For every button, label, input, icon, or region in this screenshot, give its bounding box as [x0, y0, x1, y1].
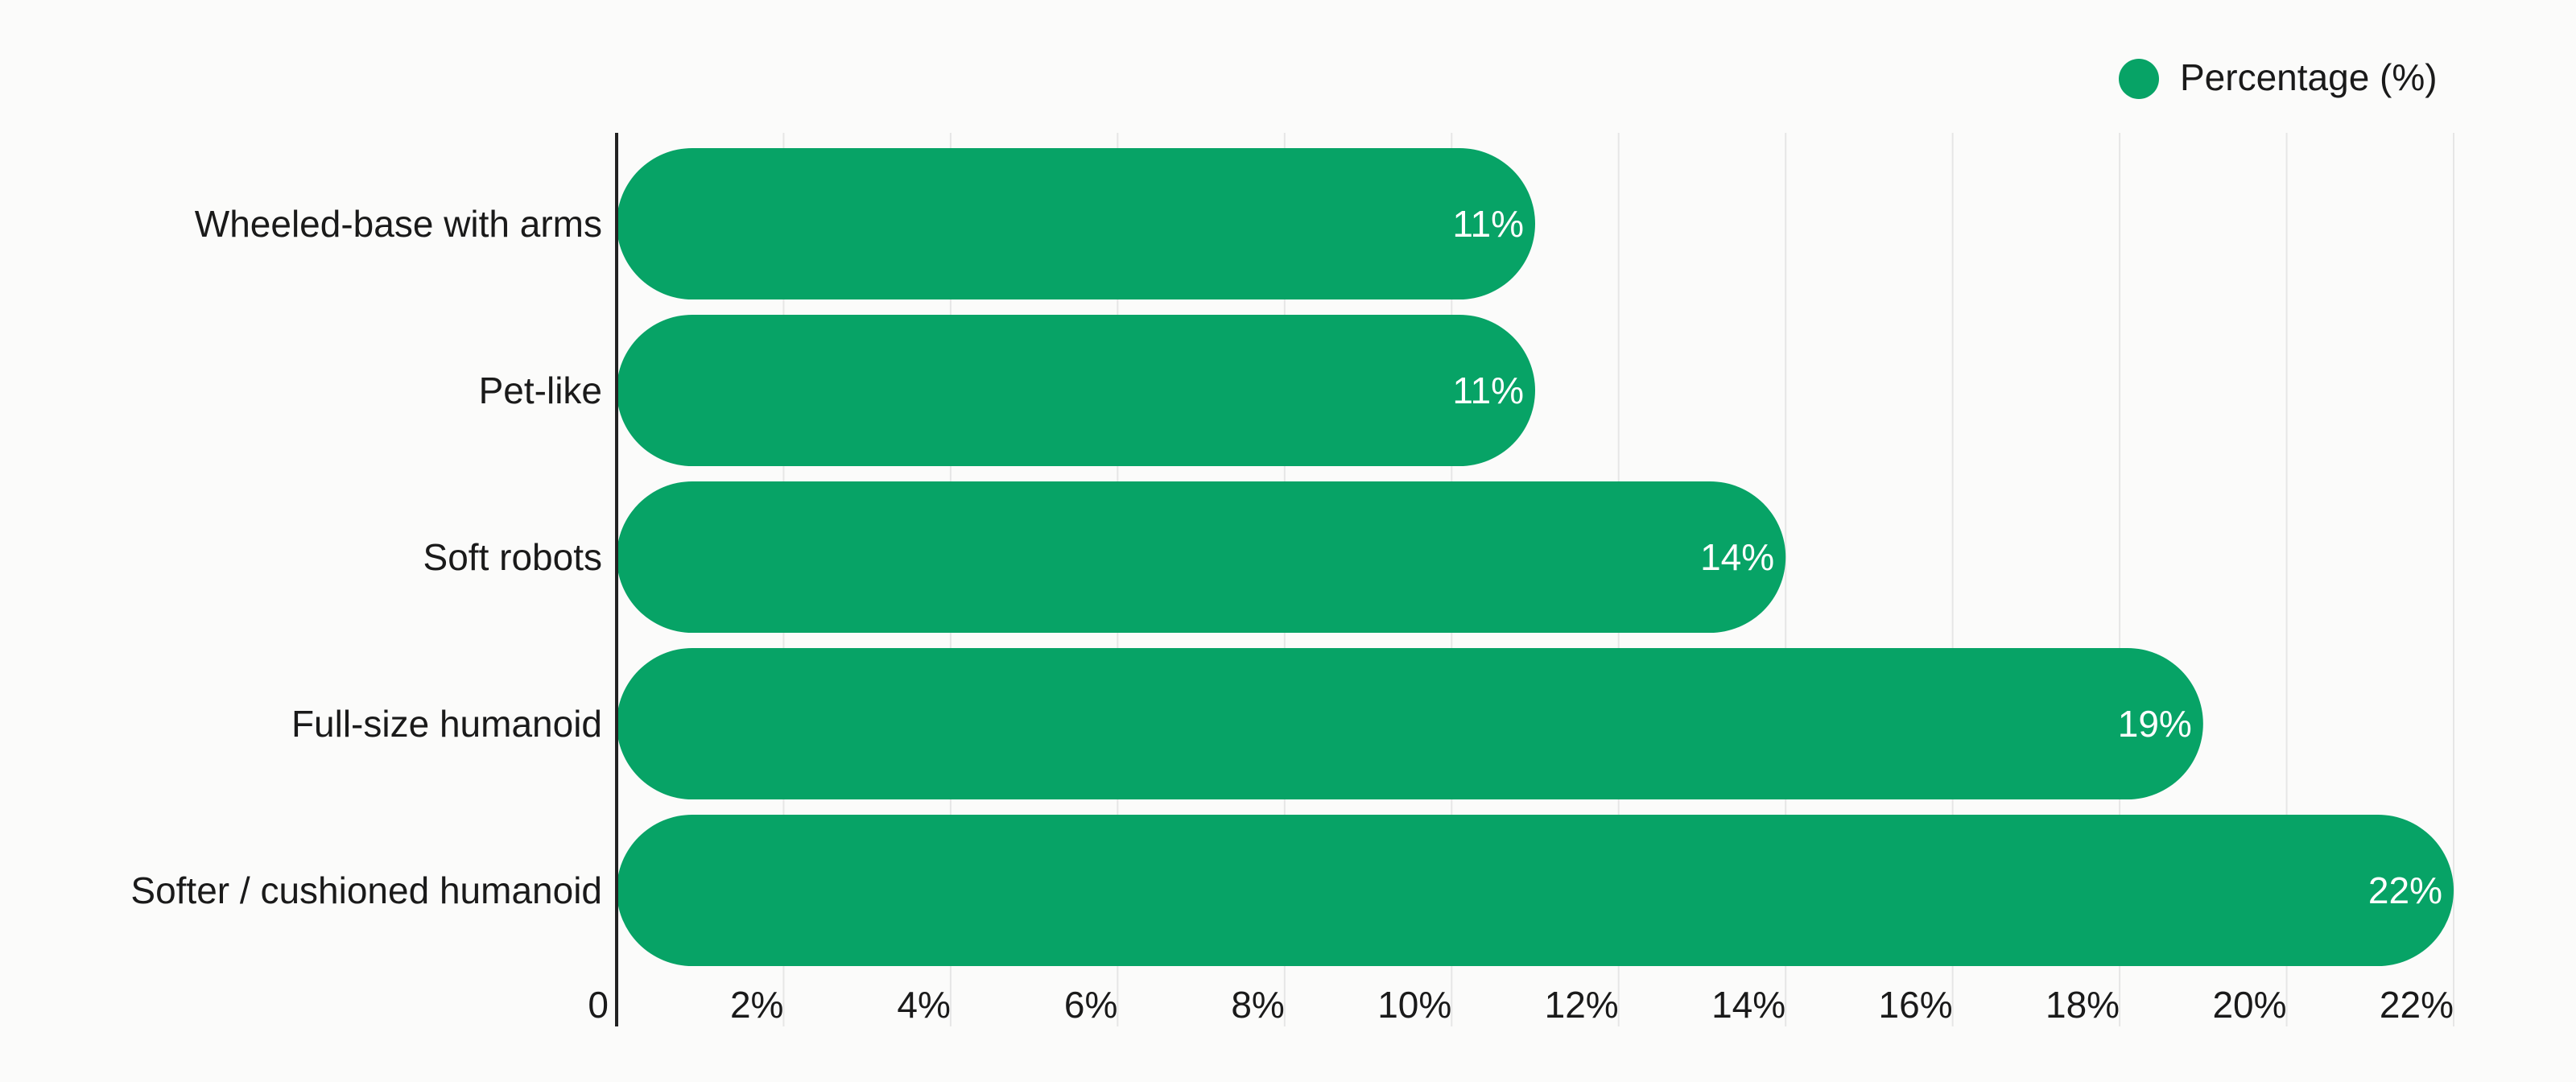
bar-value-label: 14% — [1700, 536, 1774, 578]
bar[interactable] — [617, 315, 1535, 466]
bar-value-label: 11% — [1452, 203, 1524, 245]
bar-value-label: 22% — [2368, 869, 2442, 911]
bar[interactable] — [617, 148, 1535, 299]
bar-value-label: 19% — [2118, 703, 2192, 745]
bar-value-label: 11% — [1452, 370, 1524, 411]
x-tick-label: 14% — [1711, 984, 1785, 1026]
x-tick-label: 16% — [1879, 984, 1953, 1026]
x-tick-label: 2% — [730, 984, 783, 1026]
x-tick-label: 10% — [1377, 984, 1451, 1026]
category-label: Pet-like — [479, 370, 602, 411]
category-label: Wheeled-base with arms — [195, 203, 602, 245]
category-labels: Wheeled-base with arms Pet-like Soft robot… — [130, 203, 602, 911]
category-label: Soft robots — [423, 536, 602, 578]
bar[interactable] — [617, 815, 2454, 966]
x-tick-label: 12% — [1545, 984, 1619, 1026]
legend[interactable]: Percentage (%) — [2119, 56, 2438, 99]
x-tick-label: 0 — [588, 984, 609, 1026]
x-tick-label: 8% — [1231, 984, 1284, 1026]
legend-swatch-icon — [2119, 59, 2159, 99]
bar[interactable] — [617, 648, 2203, 799]
legend-label: Percentage (%) — [2180, 56, 2438, 98]
bar[interactable] — [617, 481, 1786, 633]
x-tick-label: 22% — [2380, 984, 2454, 1026]
category-label: Full-size humanoid — [291, 703, 602, 745]
x-tick-label: 18% — [2046, 984, 2120, 1026]
x-axis-ticks: 0 2% 4% 6% 8% 10% 12% 14% 16% 18% 20% 22% — [588, 984, 2454, 1026]
x-tick-label: 20% — [2212, 984, 2286, 1026]
bars: 11% 11% 14% 19% 22% — [617, 148, 2454, 966]
x-tick-label: 4% — [897, 984, 950, 1026]
category-label: Softer / cushioned humanoid — [130, 869, 602, 911]
x-tick-label: 6% — [1064, 984, 1117, 1026]
